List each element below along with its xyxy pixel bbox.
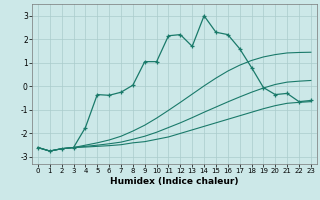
X-axis label: Humidex (Indice chaleur): Humidex (Indice chaleur) [110, 177, 239, 186]
